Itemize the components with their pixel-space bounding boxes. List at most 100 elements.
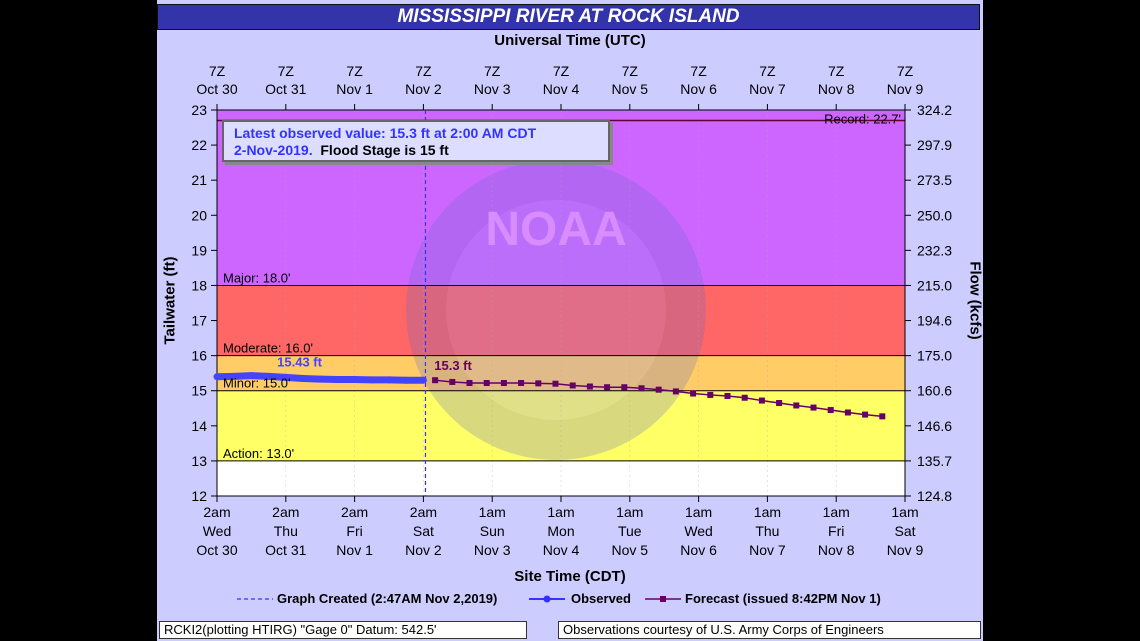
y-tick-label: 14 — [191, 418, 207, 434]
flow-tick-label: 232.3 — [917, 242, 952, 258]
bottom-tick-day: Fri — [346, 523, 362, 539]
top-tick-hour: 7Z — [346, 63, 363, 79]
record-label: Record: 22.7' — [824, 112, 901, 127]
chart-title: MISSISSIPPI RIVER AT ROCK ISLAND — [157, 4, 980, 30]
bottom-tick-time: 1am — [891, 504, 918, 520]
bottom-tick-date: Nov 8 — [818, 542, 855, 558]
noaa-logo-text: NOAA — [485, 203, 626, 256]
observed-point — [247, 372, 255, 380]
flow-tick-label: 215.0 — [917, 277, 952, 293]
forecast-point — [638, 385, 645, 392]
legend: Graph Created (2:47AM Nov 2,2019) Observ… — [235, 591, 935, 609]
y-tick-label: 17 — [191, 313, 207, 329]
forecast-point — [707, 391, 714, 398]
y-axis-right-title: Flow (kcfs) — [966, 261, 984, 340]
bottom-tick-time: 1am — [823, 504, 850, 520]
forecast-point — [518, 380, 525, 387]
legend-created-label: Graph Created (2:47AM Nov 2,2019) — [277, 591, 498, 606]
observed-point — [385, 376, 393, 384]
forecast-point — [604, 384, 611, 391]
forecast-point — [466, 380, 473, 387]
top-tick-hour: 7Z — [759, 63, 776, 79]
noaa-logo-inner — [446, 200, 666, 420]
bottom-tick-time: 1am — [616, 504, 643, 520]
threshold-label-3: Major: 18.0' — [223, 270, 291, 285]
top-tick-hour: 7Z — [484, 63, 501, 79]
top-tick-date: Nov 3 — [474, 81, 511, 97]
bottom-tick-day: Sat — [413, 523, 434, 539]
forecast-point — [621, 384, 628, 391]
bottom-tick-date: Nov 1 — [336, 542, 373, 558]
top-tick-date: Oct 31 — [265, 81, 306, 97]
latest-observed-box: Latest observed value: 15.3 ft at 2:00 A… — [222, 120, 610, 162]
forecast-point — [758, 397, 765, 404]
observed-point — [368, 376, 376, 384]
noaa-logo-circle — [406, 160, 706, 460]
y-tick-label: 21 — [191, 172, 207, 188]
legend-created-swatch — [237, 598, 273, 600]
y-tick-label: 19 — [191, 242, 207, 258]
bottom-axis-title: Site Time (CDT) — [514, 568, 626, 585]
bottom-tick-time: 1am — [685, 504, 712, 520]
top-tick-hour: 7Z — [828, 63, 845, 79]
forecast-point — [500, 380, 507, 387]
forecast-point — [655, 386, 662, 393]
observed-point — [333, 375, 341, 383]
bottom-tick-date: Nov 9 — [887, 542, 924, 558]
top-tick-date: Oct 30 — [196, 81, 237, 97]
observed-point — [299, 374, 307, 382]
observed-point — [419, 376, 427, 384]
y-axis-left-title: Tailwater (ft) — [161, 256, 179, 345]
bottom-tick-day: Wed — [203, 523, 232, 539]
forecast-point — [724, 392, 731, 399]
bottom-tick-time: 2am — [272, 504, 299, 520]
threshold-label-0: Action: 13.0' — [223, 446, 294, 461]
forecast-start-label: 15.3 ft — [434, 358, 472, 373]
y-tick-label: 22 — [191, 137, 207, 153]
threshold-label-2: Moderate: 16.0' — [223, 341, 313, 356]
bottom-tick-date: Nov 5 — [612, 542, 649, 558]
bottom-tick-date: Nov 3 — [474, 542, 511, 558]
observed-point — [282, 373, 290, 381]
forecast-point — [827, 407, 834, 414]
flow-tick-label: 124.8 — [917, 488, 952, 504]
flow-tick-label: 175.0 — [917, 348, 952, 364]
bottom-tick-day: Fri — [828, 523, 844, 539]
observed-peak-label: 15.43 ft — [277, 355, 322, 370]
bottom-tick-time: 1am — [547, 504, 574, 520]
flow-tick-label: 273.5 — [917, 172, 952, 188]
bottom-tick-date: Nov 6 — [680, 542, 717, 558]
flow-tick-label: 160.6 — [917, 383, 952, 399]
footer-courtesy: Observations courtesy of U.S. Army Corps… — [558, 621, 981, 639]
y-tick-label: 13 — [191, 453, 207, 469]
bottom-tick-date: Nov 4 — [543, 542, 580, 558]
flood-stage-text: Flood Stage is 15 ft — [320, 142, 449, 158]
noaa-watermark: NOAA — [406, 160, 706, 460]
legend-forecast-swatch — [645, 596, 681, 602]
bottom-tick-day: Mon — [547, 523, 574, 539]
bottom-tick-date: Nov 2 — [405, 542, 442, 558]
bottom-tick-day: Thu — [755, 523, 779, 539]
forecast-point — [672, 388, 679, 395]
latest-observed-date: 2-Nov-2019. — [234, 142, 313, 158]
bottom-tick-time: 2am — [410, 504, 437, 520]
flow-tick-label: 146.6 — [917, 418, 952, 434]
legend-observed-swatch — [529, 595, 565, 603]
y-tick-label: 15 — [191, 383, 207, 399]
top-tick-date: Nov 6 — [680, 81, 717, 97]
observed-point — [351, 375, 359, 383]
top-tick-date: Nov 5 — [612, 81, 649, 97]
forecast-point — [793, 402, 800, 409]
top-tick-date: Nov 8 — [818, 81, 855, 97]
observed-point — [402, 376, 410, 384]
legend-observed-label: Observed — [571, 591, 631, 606]
latest-observed-line1: Latest observed value: 15.3 ft at 2:00 A… — [234, 125, 537, 141]
footer-datum: RCKI2(plotting HTIRG) "Gage 0" Datum: 54… — [159, 621, 527, 639]
y-tick-label: 18 — [191, 277, 207, 293]
top-tick-date: Nov 2 — [405, 81, 442, 97]
top-tick-date: Nov 7 — [749, 81, 786, 97]
top-tick-hour: 7Z — [622, 63, 639, 79]
flow-tick-label: 135.7 — [917, 453, 952, 469]
forecast-point — [810, 404, 817, 411]
